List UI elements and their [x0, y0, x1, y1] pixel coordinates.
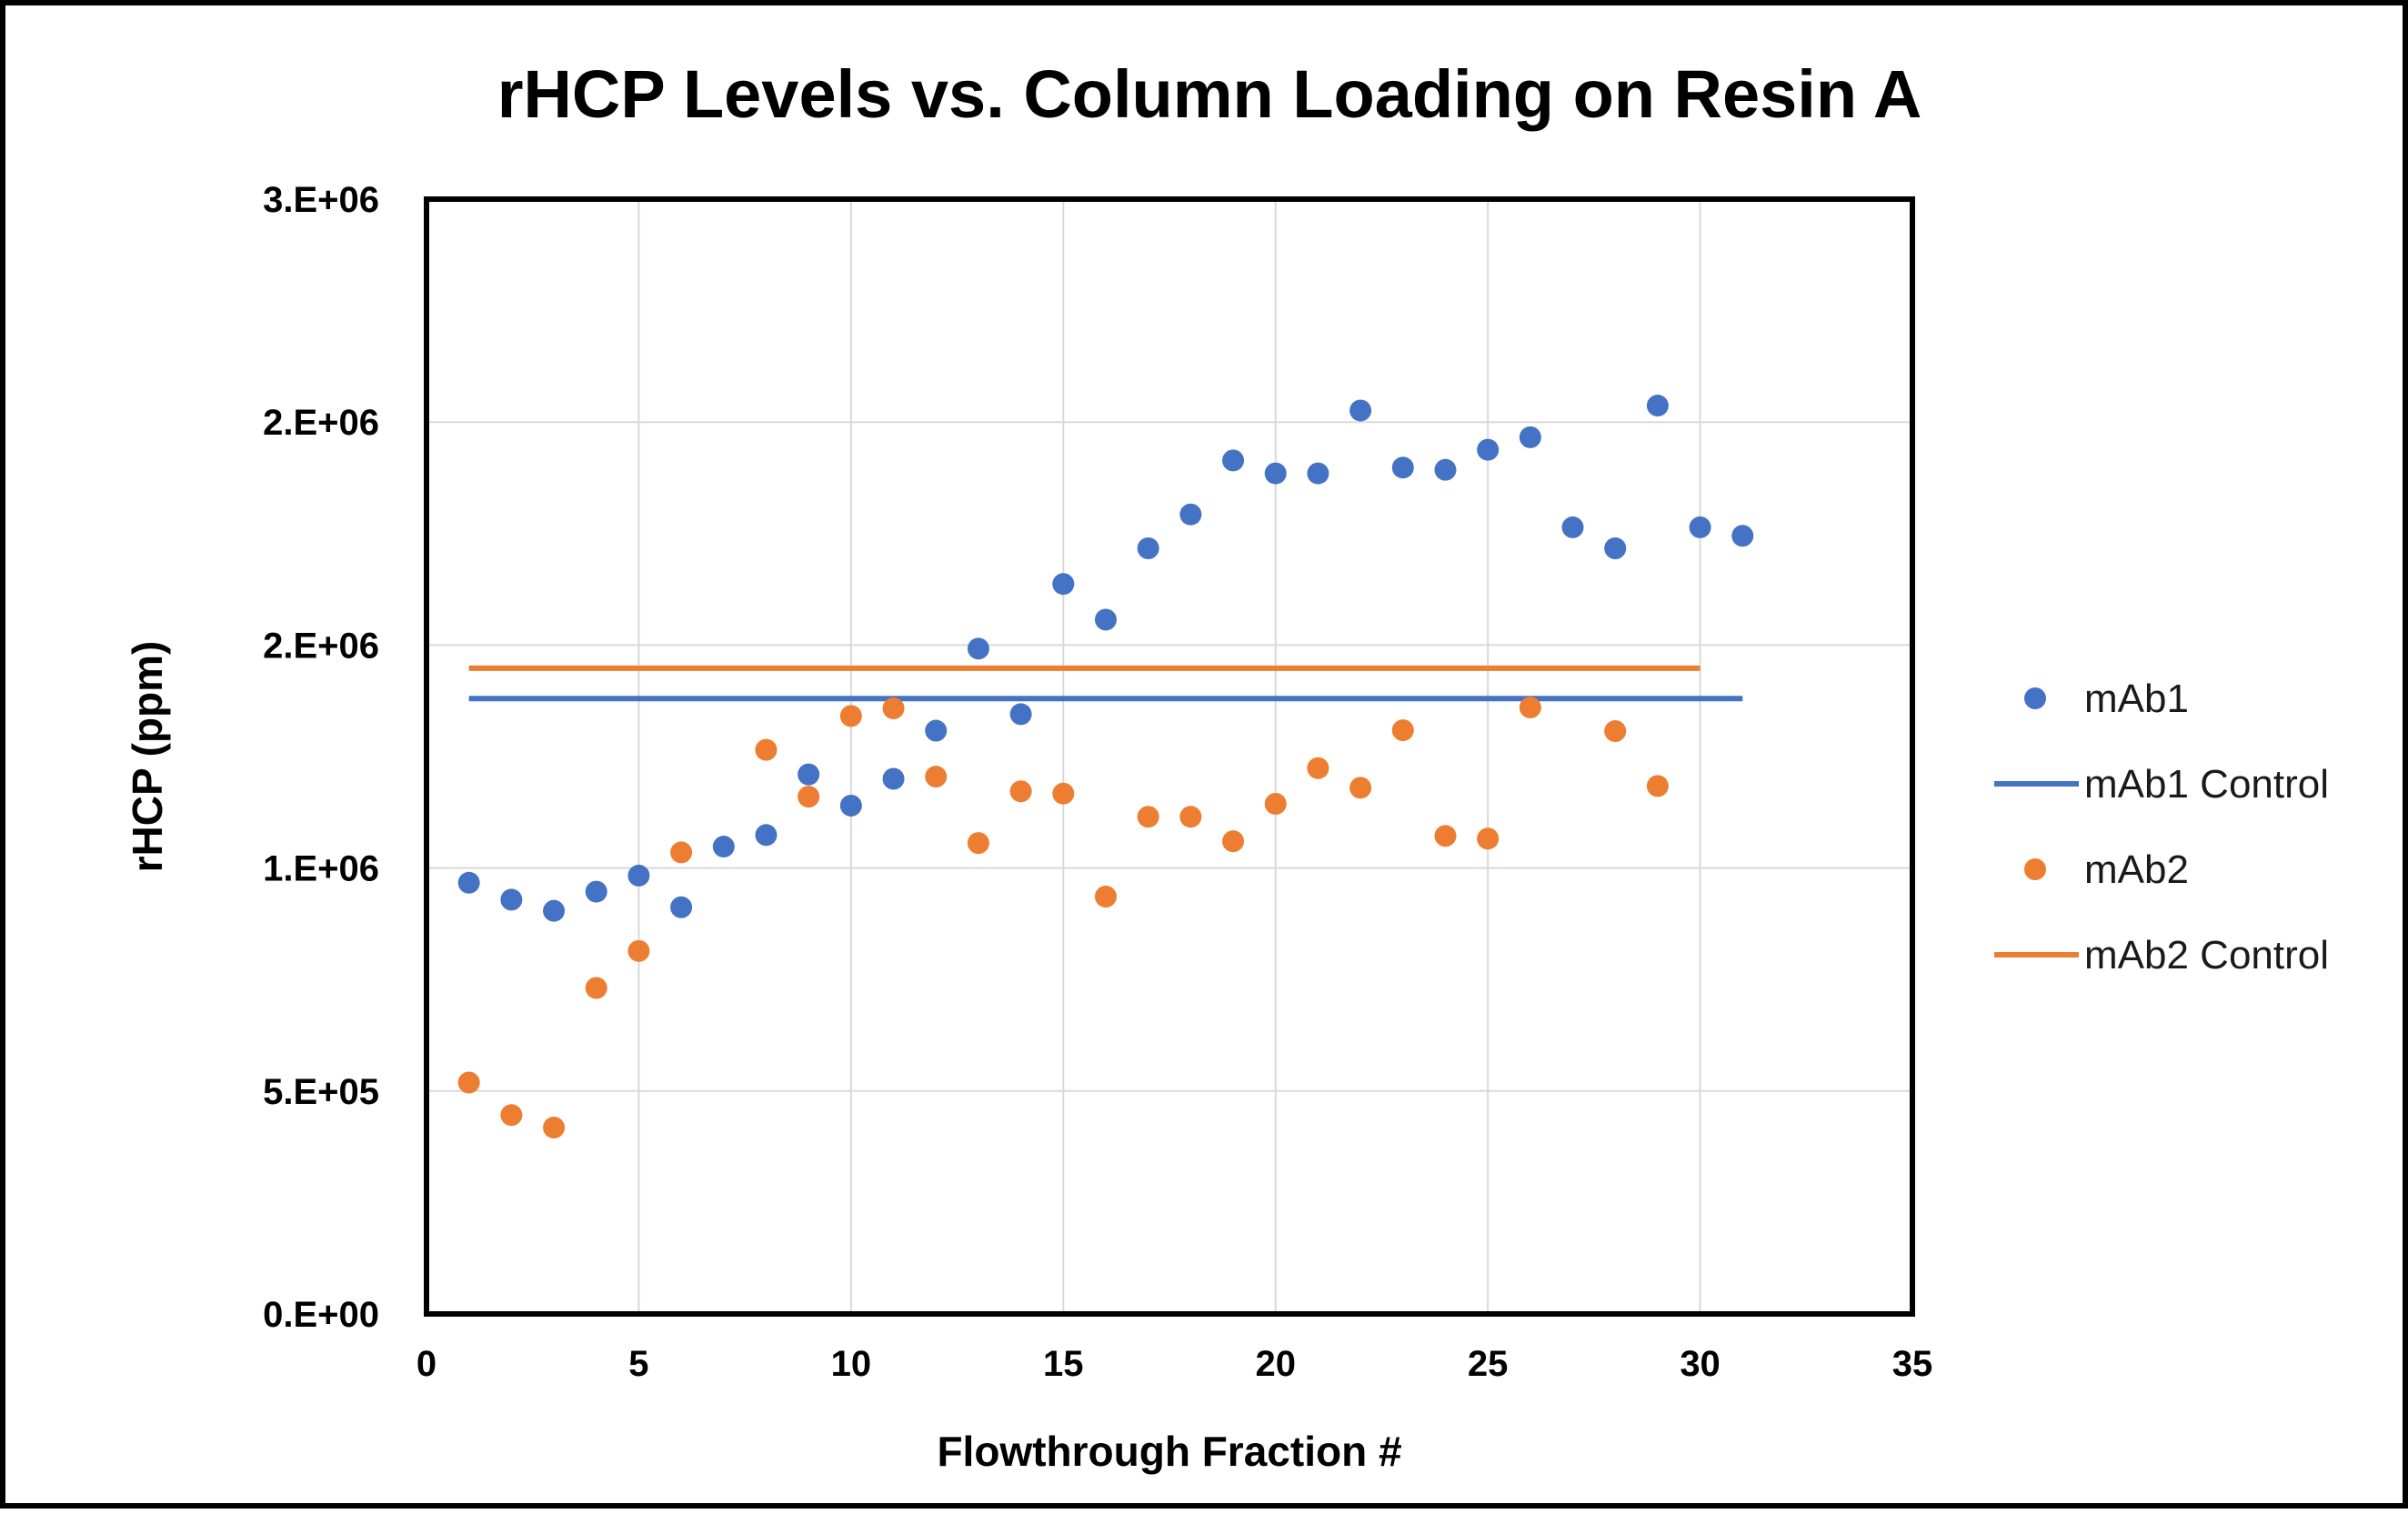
- legend-mab2-control-label: mAb2 Control: [2084, 933, 2329, 978]
- x-tick-label: 30: [1680, 1344, 1721, 1384]
- mab1-point: [1561, 516, 1584, 538]
- mab2-point: [882, 697, 905, 720]
- mab1-point: [1052, 573, 1075, 596]
- mab1-point: [1689, 516, 1711, 538]
- x-axis-label: Flowthrough Fraction #: [937, 1428, 1401, 1475]
- legend-mab2-swatch: [2024, 858, 2046, 880]
- chart-svg: rHCP Levels vs. Column Loading on Resin …: [124, 56, 2329, 1475]
- mab1-point: [670, 896, 693, 918]
- mab2-point: [1052, 782, 1075, 805]
- mab2-point: [457, 1071, 480, 1094]
- y-tick-label: 5.E+05: [263, 1072, 379, 1112]
- y-axis-label: rHCP (ppm): [124, 641, 171, 873]
- plot-area-border: [424, 196, 1915, 1317]
- mab2-point: [925, 766, 948, 788]
- mab2-point: [627, 939, 650, 962]
- mab1-point: [967, 637, 989, 660]
- mab1-point: [1264, 462, 1287, 485]
- mab1-point: [1009, 703, 1032, 726]
- y-tick-label: 3.E+06: [263, 180, 379, 220]
- plot-series: [457, 395, 1754, 1139]
- legend-mab1-label: mAb1: [2084, 677, 2189, 721]
- y-tick-label: 2.E+06: [263, 626, 379, 666]
- mab1-point: [1349, 399, 1372, 422]
- mab1-point: [1519, 426, 1541, 448]
- x-tick-label: 35: [1892, 1344, 1933, 1384]
- mab2-point: [1434, 825, 1457, 847]
- x-tick-label: 25: [1468, 1344, 1509, 1384]
- axis-tick-labels: 0 5 10 15 20 25 30 35 0.E+00 5.E+05 1.E+06 2.E+06 2.…: [263, 180, 1932, 1384]
- mab1-point: [457, 871, 480, 894]
- mab2-point: [1179, 806, 1202, 828]
- y-tick-label: 0.E+00: [263, 1295, 379, 1335]
- x-tick-label: 5: [628, 1344, 648, 1384]
- mab1-point: [882, 767, 905, 790]
- mab2-point: [585, 977, 607, 999]
- mab2-point: [1349, 777, 1372, 799]
- mab1-point: [543, 899, 566, 922]
- mab2-point: [798, 786, 820, 808]
- legend-mab2-label: mAb2: [2084, 847, 2189, 892]
- mab1-point: [1179, 503, 1202, 526]
- mab1-point: [925, 719, 948, 742]
- mab2-point: [1519, 697, 1541, 719]
- mab1-point: [1434, 458, 1457, 481]
- legend: mAb1 mAb1 Control mAb2 mAb2 Control: [1994, 677, 2329, 978]
- mab2-point: [670, 841, 693, 864]
- mab2-point: [1264, 792, 1287, 815]
- mab1-point: [1307, 462, 1329, 485]
- mab2-point: [500, 1104, 523, 1127]
- x-tick-label: 15: [1043, 1344, 1084, 1384]
- mab2-point: [967, 832, 989, 855]
- legend-mab1-control-label: mAb1 Control: [2084, 762, 2329, 807]
- mab2-point: [1391, 719, 1414, 742]
- x-tick-label: 0: [416, 1344, 436, 1384]
- mab1-point: [839, 794, 862, 817]
- mab2-point: [839, 705, 862, 727]
- chart-title: rHCP Levels vs. Column Loading on Resin …: [497, 56, 1922, 132]
- y-tick-label: 2.E+06: [263, 403, 379, 443]
- mab1-point: [1391, 456, 1414, 479]
- mab1-point: [627, 864, 650, 887]
- y-tick-label: 1.E+06: [263, 849, 379, 889]
- legend-mab1-swatch: [2024, 687, 2046, 709]
- mab2-point: [1646, 775, 1669, 797]
- mab1-point: [585, 880, 607, 903]
- mab2-point: [543, 1117, 566, 1139]
- mab1-point: [712, 836, 735, 858]
- mab1-point: [1646, 395, 1669, 417]
- mab1-point: [1222, 449, 1245, 472]
- mab2-point: [1477, 827, 1500, 850]
- mab1-point: [755, 824, 778, 847]
- mab2-point: [1222, 830, 1245, 853]
- gridlines: [426, 199, 1912, 1314]
- mab2-point: [1137, 806, 1159, 828]
- mab2-point: [1604, 720, 1627, 743]
- mab1-point: [500, 888, 523, 911]
- mab2-point: [1009, 780, 1032, 803]
- x-tick-label: 10: [831, 1344, 872, 1384]
- mab2-point: [755, 738, 778, 761]
- mab1-point: [1094, 608, 1117, 631]
- mab1-point: [1731, 525, 1754, 547]
- mab1-point: [798, 763, 820, 786]
- mab1-point: [1137, 536, 1159, 559]
- x-tick-label: 20: [1255, 1344, 1296, 1384]
- mab2-point: [1307, 757, 1329, 779]
- mab1-point: [1477, 438, 1500, 461]
- mab1-point: [1604, 536, 1627, 559]
- mab2-point: [1094, 885, 1117, 907]
